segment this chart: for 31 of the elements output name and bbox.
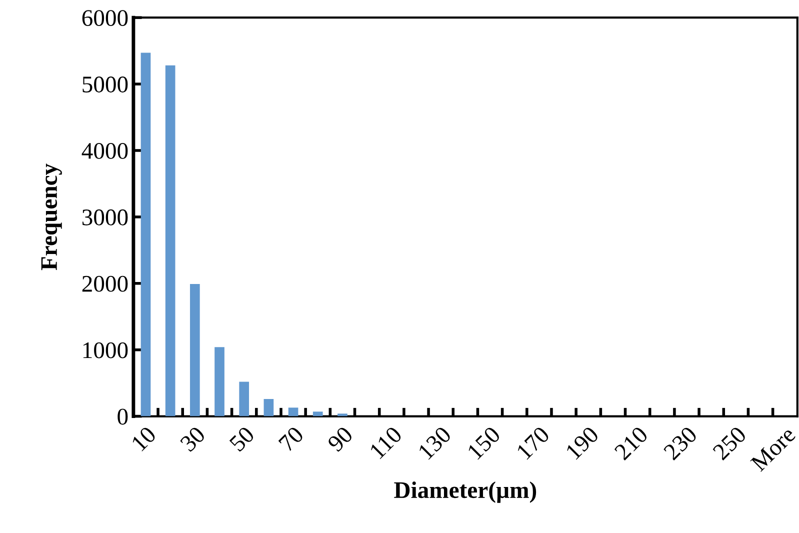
y-tick-label: 4000 <box>82 142 128 159</box>
x-tick-label: 190 <box>565 426 600 460</box>
y-tick-label: 0 <box>118 408 128 425</box>
y-tick-label: 5000 <box>82 76 128 92</box>
bar <box>214 347 224 416</box>
bar <box>288 408 298 416</box>
bar <box>312 412 323 416</box>
x-tick-label: 210 <box>614 426 649 461</box>
y-tick-label: 6000 <box>82 10 128 26</box>
bar <box>338 414 348 416</box>
bar <box>190 284 200 416</box>
x-tick-label: 90 <box>326 426 354 453</box>
bar <box>140 52 151 416</box>
x-axis-title: Diameter(µm) <box>394 481 536 503</box>
y-tick-label: 2000 <box>82 276 128 292</box>
y-axis-title: Frequency <box>41 164 62 270</box>
bar <box>264 398 274 416</box>
bar <box>239 382 250 416</box>
x-tick-label: 10 <box>130 426 157 452</box>
bar <box>165 65 176 416</box>
x-tick-label: 230 <box>662 426 698 461</box>
y-tick-label: 3000 <box>82 209 128 226</box>
x-tick-label: 110 <box>369 426 403 460</box>
x-tick-label: 170 <box>516 426 550 460</box>
x-tick-label: 250 <box>712 426 748 461</box>
x-tick-label: 130 <box>418 426 452 460</box>
x-tick-label: 50 <box>228 426 256 452</box>
x-tick-label: 30 <box>179 426 206 452</box>
x-tick-label: 150 <box>466 426 502 460</box>
y-tick-label: 1000 <box>83 342 128 358</box>
x-tick-label: 70 <box>278 426 304 452</box>
